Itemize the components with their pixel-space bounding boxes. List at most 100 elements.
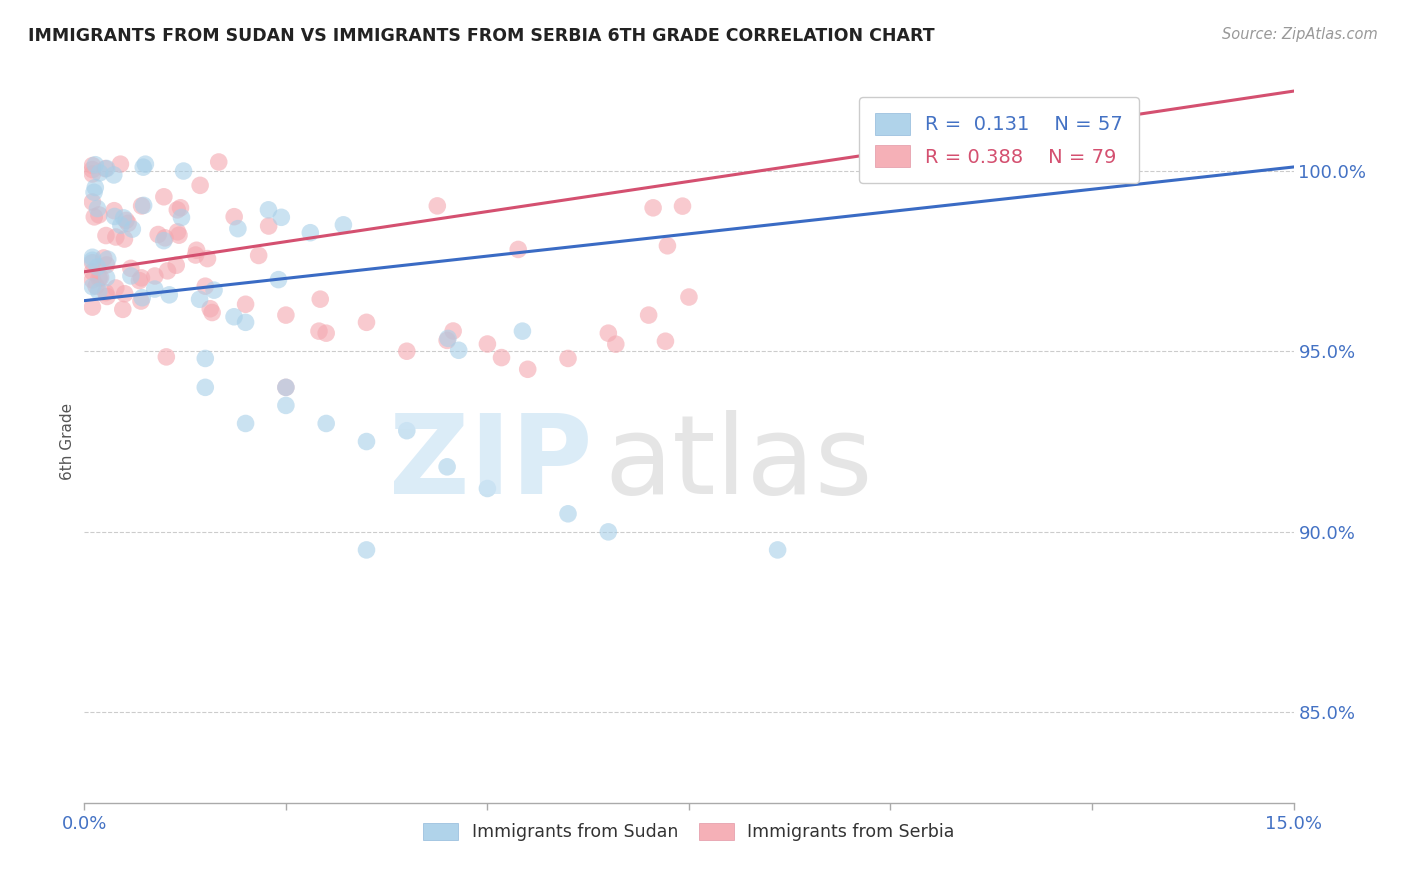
Point xyxy=(94,285,117,300)
Point xyxy=(395,424,418,438)
Point xyxy=(257,219,280,233)
Point xyxy=(356,542,378,557)
Point xyxy=(637,308,659,322)
Point xyxy=(267,272,290,286)
Point xyxy=(146,227,169,242)
Point xyxy=(226,221,249,235)
Point xyxy=(598,524,620,539)
Point xyxy=(110,219,132,233)
Point xyxy=(153,190,176,204)
Point xyxy=(436,459,458,474)
Point xyxy=(143,282,166,296)
Point xyxy=(114,286,136,301)
Point xyxy=(395,344,418,359)
Point xyxy=(274,308,297,322)
Point xyxy=(169,201,191,215)
Point xyxy=(188,293,211,307)
Text: ZIP: ZIP xyxy=(389,409,592,516)
Point xyxy=(103,203,125,218)
Point xyxy=(274,380,297,394)
Point xyxy=(82,273,104,287)
Point xyxy=(671,199,693,213)
Point xyxy=(120,268,142,283)
Point xyxy=(166,202,188,217)
Point xyxy=(143,268,166,283)
Point xyxy=(270,211,292,225)
Point xyxy=(173,164,195,178)
Point xyxy=(82,300,104,314)
Point xyxy=(766,542,789,557)
Point xyxy=(224,210,246,224)
Point xyxy=(477,337,499,351)
Point xyxy=(274,380,297,394)
Point xyxy=(184,248,207,262)
Point xyxy=(84,180,107,194)
Point xyxy=(598,326,620,340)
Point xyxy=(157,288,180,302)
Point xyxy=(165,258,187,272)
Point xyxy=(557,351,579,366)
Point xyxy=(437,331,460,345)
Point xyxy=(153,231,176,245)
Point xyxy=(104,230,127,244)
Point xyxy=(120,261,142,276)
Point xyxy=(167,228,190,243)
Point xyxy=(93,251,115,265)
Point xyxy=(128,274,150,288)
Y-axis label: 6th Grade: 6th Grade xyxy=(60,403,76,480)
Point xyxy=(315,417,337,431)
Point xyxy=(247,248,270,262)
Point xyxy=(121,222,143,236)
Point xyxy=(82,265,104,279)
Point xyxy=(155,350,177,364)
Point xyxy=(83,210,105,224)
Point xyxy=(308,324,330,338)
Point xyxy=(82,253,104,268)
Point xyxy=(235,297,257,311)
Point xyxy=(186,244,208,258)
Point xyxy=(84,158,107,172)
Point xyxy=(508,243,530,257)
Point xyxy=(104,281,127,295)
Point xyxy=(447,343,470,358)
Point xyxy=(194,351,217,366)
Point xyxy=(491,351,513,365)
Point xyxy=(87,285,110,299)
Point xyxy=(82,255,104,269)
Point xyxy=(332,218,354,232)
Point xyxy=(643,201,665,215)
Point xyxy=(132,160,155,174)
Point xyxy=(657,239,679,253)
Point xyxy=(194,279,217,293)
Point xyxy=(83,186,105,200)
Point xyxy=(111,302,134,317)
Point xyxy=(222,310,245,324)
Point xyxy=(188,178,211,193)
Point xyxy=(131,291,153,305)
Point xyxy=(512,324,534,338)
Point xyxy=(96,258,118,272)
Point xyxy=(115,213,138,227)
Text: atlas: atlas xyxy=(605,409,873,516)
Legend: R =  0.131    N = 57, R = 0.388    N = 79: R = 0.131 N = 57, R = 0.388 N = 79 xyxy=(859,97,1139,183)
Text: Source: ZipAtlas.com: Source: ZipAtlas.com xyxy=(1222,27,1378,42)
Point xyxy=(477,482,499,496)
Point xyxy=(235,417,257,431)
Point xyxy=(104,210,127,224)
Point xyxy=(257,202,280,217)
Point xyxy=(166,225,188,239)
Point xyxy=(436,334,458,348)
Point xyxy=(94,228,117,243)
Point xyxy=(82,250,104,264)
Point xyxy=(426,199,449,213)
Point xyxy=(86,202,108,216)
Point xyxy=(208,155,231,169)
Point xyxy=(170,211,193,225)
Point xyxy=(356,434,378,449)
Point xyxy=(200,301,222,316)
Point xyxy=(129,294,152,309)
Point xyxy=(202,283,225,297)
Point xyxy=(82,279,104,293)
Point xyxy=(134,157,156,171)
Point xyxy=(152,234,174,248)
